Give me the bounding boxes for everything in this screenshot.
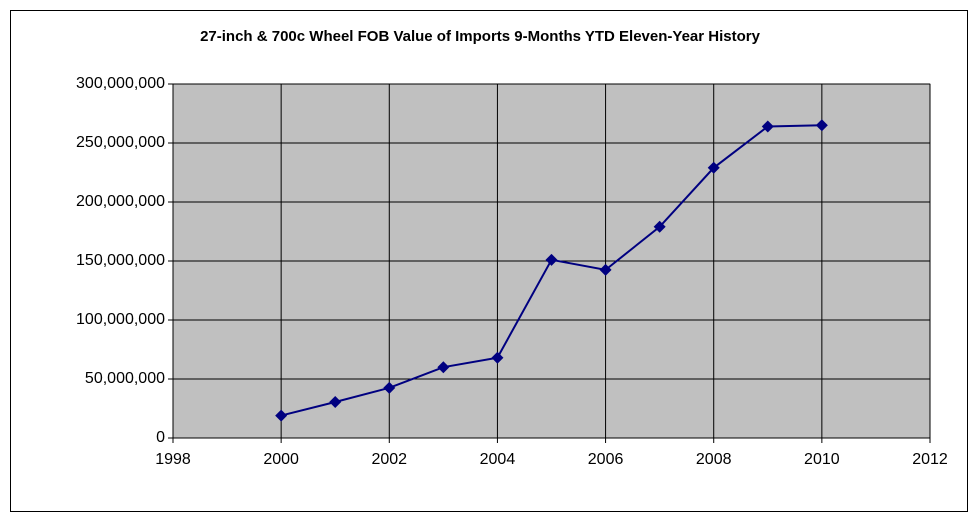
x-tick-label: 2004: [480, 451, 516, 468]
x-tick-label: 1998: [155, 451, 191, 468]
data-point: [275, 409, 288, 422]
y-tick-label: 0: [156, 429, 165, 446]
data-point: [329, 396, 342, 409]
y-tick-label: 150,000,000: [76, 252, 165, 269]
y-tick-label: 50,000,000: [85, 370, 165, 387]
data-point: [491, 351, 504, 364]
chart-title: 27-inch & 700c Wheel FOB Value of Import…: [200, 28, 761, 45]
data-point: [707, 161, 720, 174]
y-tick-label: 300,000,000: [76, 75, 165, 92]
x-tick-label: 2000: [263, 451, 299, 468]
data-point: [383, 381, 396, 394]
data-point: [599, 263, 612, 276]
data-point: [437, 361, 450, 374]
data-point: [761, 120, 774, 133]
x-tick-label: 2008: [696, 451, 732, 468]
data-point: [815, 119, 828, 132]
y-tick-label: 100,000,000: [76, 311, 165, 328]
y-tick-label: 200,000,000: [76, 193, 165, 210]
x-tick-label: 2002: [371, 451, 407, 468]
x-tick-label: 2010: [804, 451, 840, 468]
x-tick-label: 2006: [588, 451, 624, 468]
x-tick-label: 2012: [912, 451, 948, 468]
data-point: [545, 253, 558, 266]
data-point: [653, 220, 666, 233]
y-tick-label: 250,000,000: [76, 134, 165, 151]
